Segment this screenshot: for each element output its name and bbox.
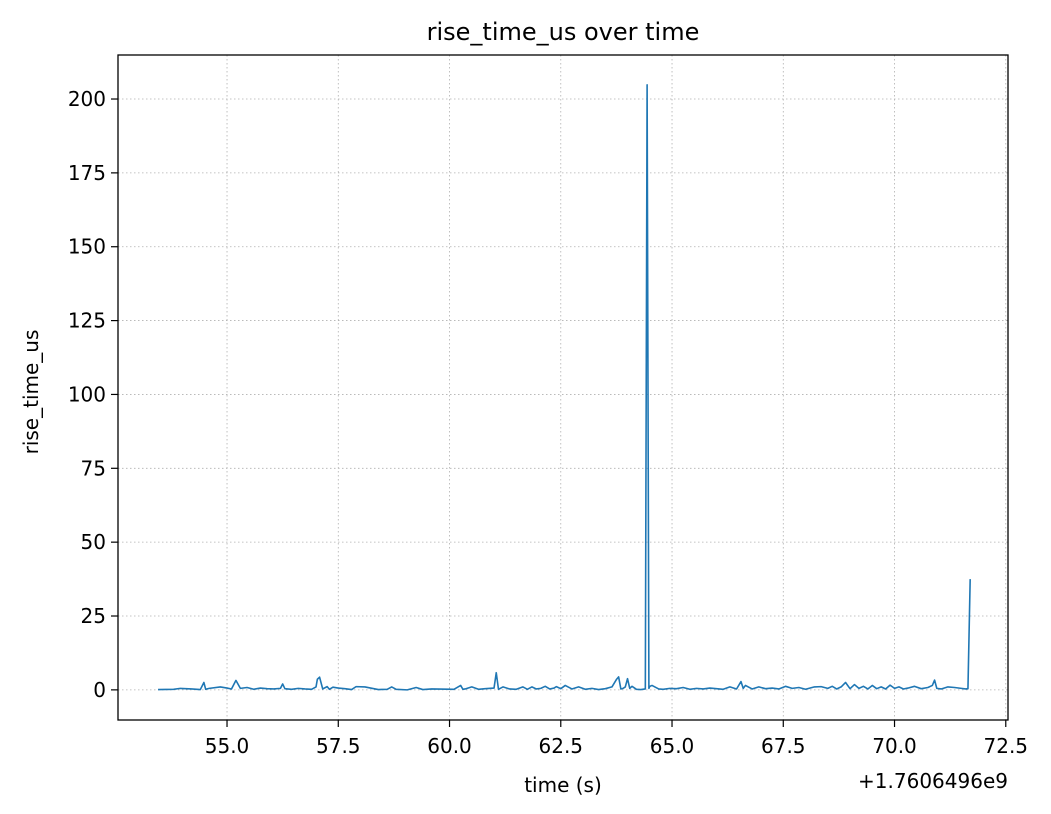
grid xyxy=(118,55,1008,720)
series-line xyxy=(158,84,971,691)
y-axis-label: rise_time_us xyxy=(19,330,43,455)
x-tick-label: 70.0 xyxy=(872,734,917,758)
chart-title: rise_time_us over time xyxy=(427,18,700,46)
axes-frame xyxy=(117,54,1009,721)
y-tick-label: 75 xyxy=(81,456,106,480)
x-tick-label: 62.5 xyxy=(539,734,584,758)
y-tick-label: 50 xyxy=(81,530,106,554)
y-tick-label: 25 xyxy=(81,604,106,628)
x-tick-label: 55.0 xyxy=(205,734,250,758)
x-tick-label: 60.0 xyxy=(427,734,472,758)
x-tick-label: 57.5 xyxy=(316,734,361,758)
y-tick-label: 175 xyxy=(68,161,106,185)
x-axis-label: time (s) xyxy=(524,773,602,797)
x-tick-label: 67.5 xyxy=(761,734,806,758)
y-tick-label: 0 xyxy=(93,678,106,702)
y-tick-label: 125 xyxy=(68,309,106,333)
y-tick-label: 150 xyxy=(68,235,106,259)
x-tick-label: 65.0 xyxy=(650,734,695,758)
y-tick-label: 100 xyxy=(68,382,106,406)
x-axis: 55.0 57.5 60.0 62.5 65.0 67.5 70.0 72.5 xyxy=(205,720,1028,758)
x-tick-label: 72.5 xyxy=(984,734,1029,758)
y-tick-label: 200 xyxy=(68,87,106,111)
y-axis: 0 25 50 75 100 125 150 175 200 xyxy=(68,87,118,702)
x-offset-label: +1.7606496e9 xyxy=(858,769,1008,793)
